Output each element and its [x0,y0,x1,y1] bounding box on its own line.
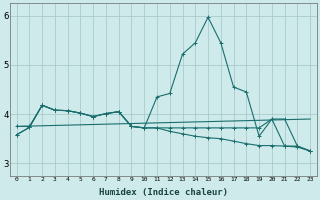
X-axis label: Humidex (Indice chaleur): Humidex (Indice chaleur) [99,188,228,197]
